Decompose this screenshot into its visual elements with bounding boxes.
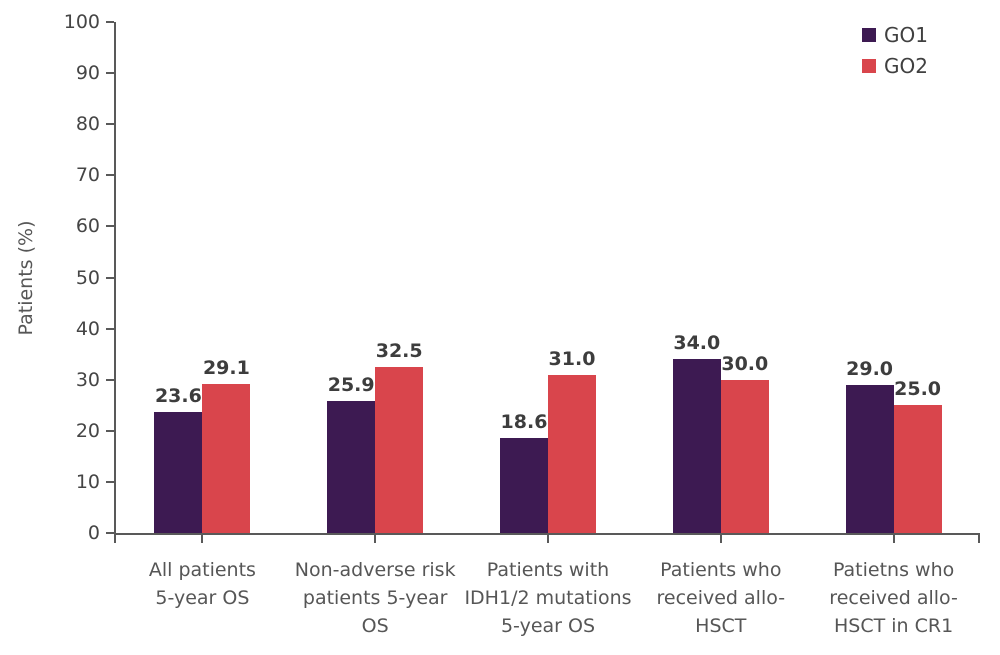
bar-value-label: 23.6 <box>154 385 202 408</box>
x-tick <box>547 535 549 543</box>
bar-value-label: 30.0 <box>721 352 769 375</box>
legend-label-go1: GO1 <box>884 23 928 47</box>
y-tick-label: 100 <box>63 11 100 33</box>
x-tick <box>892 535 895 543</box>
legend-item-go1: GO1 <box>862 23 928 47</box>
legend-label-go2: GO2 <box>884 54 928 78</box>
bar-go2 <box>548 374 596 533</box>
y-tick-label: 90 <box>75 62 100 85</box>
y-tick-label: 20 <box>75 419 100 442</box>
y-tick <box>106 532 114 534</box>
bar-go2 <box>720 379 769 533</box>
category-label: All patients 5-year OS <box>148 559 256 609</box>
category-label: Patients with IDH1/2 mutations 5-year OS <box>464 559 632 637</box>
bar-go1 <box>672 359 721 533</box>
legend-swatch-go2 <box>862 59 876 73</box>
bar-value-label: 34.0 <box>673 332 721 355</box>
bar-value-label: 31.0 <box>548 347 596 370</box>
bar-value-label: 32.5 <box>375 339 423 362</box>
y-tick <box>106 225 114 228</box>
x-axis-end-tick <box>114 535 116 543</box>
y-axis-line <box>114 22 116 535</box>
bar-go2 <box>375 366 424 533</box>
y-tick <box>106 72 114 75</box>
plot-area: 0 10 20 30 40 50 60 70 80 90 100 23.6 29.1 All patien… <box>64 12 980 637</box>
y-tick <box>106 276 114 279</box>
y-tick-label: 70 <box>75 164 100 187</box>
x-tick <box>374 535 377 543</box>
bar-go2 <box>893 405 942 533</box>
category-label: Patietns who received allo- HSCT in CR1 <box>829 559 958 637</box>
y-tick-label: 30 <box>75 368 100 391</box>
y-tick-label: 60 <box>75 215 100 238</box>
bar-go1 <box>845 384 894 533</box>
y-axis-title: Patients (%) <box>15 220 37 336</box>
y-tick <box>106 123 114 126</box>
bar-go2 <box>202 384 251 533</box>
bar-value-label: 29.1 <box>202 357 250 380</box>
y-tick-label: 40 <box>75 317 100 340</box>
y-tick <box>106 174 114 177</box>
legend-swatch-go1 <box>862 28 876 42</box>
y-tick <box>106 429 114 432</box>
legend-item-go2: GO2 <box>862 54 928 78</box>
y-tick-label: 80 <box>75 113 100 136</box>
bar-go1 <box>154 412 203 533</box>
y-tick <box>106 21 114 23</box>
x-axis-line <box>114 533 980 535</box>
y-tick <box>106 480 114 483</box>
bar-value-label: 25.0 <box>894 378 942 401</box>
bar-value-label: 25.9 <box>327 373 375 396</box>
y-tick <box>106 378 114 381</box>
y-tick-label: 50 <box>75 266 100 289</box>
y-tick-label: 0 <box>87 522 100 544</box>
bar-go1 <box>327 400 376 533</box>
x-axis-end-tick <box>978 535 980 543</box>
x-tick <box>719 535 722 543</box>
y-tick-label: 10 <box>75 470 100 493</box>
category-label: Patients who received allo- HSCT <box>656 559 786 637</box>
bar-go1 <box>500 437 548 533</box>
y-tick <box>106 327 114 330</box>
category-label: Non-adverse risk patients 5-year OS <box>294 559 456 637</box>
bar-value-label: 29.0 <box>846 357 894 380</box>
x-tick <box>201 535 204 543</box>
legend: GO1 GO2 <box>862 23 928 78</box>
bar-value-label: 18.6 <box>500 410 548 433</box>
